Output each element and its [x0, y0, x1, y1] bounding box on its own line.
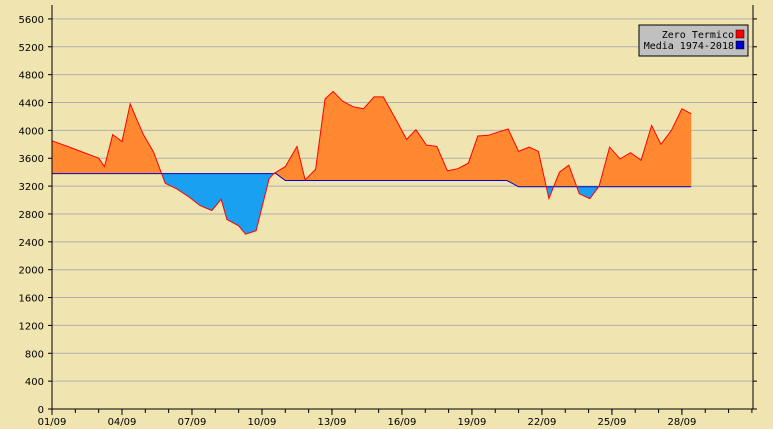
legend-box: [638, 24, 749, 57]
legend: Zero Termico Media 1974-2018: [638, 24, 749, 57]
y-tick-label-800: 800: [25, 349, 44, 360]
area-above-2: [273, 91, 547, 187]
x-tick-label-28: 28/09: [667, 417, 696, 428]
x-tick-label-22: 22/09: [528, 417, 557, 428]
x-tick-label-13: 13/09: [318, 417, 347, 428]
x-tick-label-4: 04/09: [108, 417, 137, 428]
x-tick-label-16: 16/09: [388, 417, 417, 428]
x-tick-label-7: 07/09: [178, 417, 207, 428]
y-tick-label-3600: 3600: [19, 154, 44, 165]
x-tick-label-10: 10/09: [248, 417, 277, 428]
y-tick-label-1200: 1200: [19, 321, 44, 332]
legend-label-zero-termico: Zero Termico: [662, 30, 734, 41]
x-tick-label-19: 19/09: [458, 417, 487, 428]
y-tick-label-3200: 3200: [19, 182, 44, 193]
y-tick-label-4000: 4000: [19, 126, 44, 137]
y-tick-label-0: 0: [38, 405, 44, 416]
x-tick-label-25: 25/09: [598, 417, 627, 428]
area-above-0: [52, 103, 162, 174]
area-below-3: [546, 186, 554, 199]
y-tick-label-4800: 4800: [19, 71, 44, 82]
y-axis-ticks: 0 400 800 1200 1600 2000 2400 2800 3200 3600 4000 4…: [19, 15, 757, 416]
legend-label-media: Media 1974-2018: [644, 41, 734, 52]
area-below-1: [161, 173, 274, 235]
y-tick-label-5600: 5600: [19, 15, 44, 26]
y-tick-label-1600: 1600: [19, 294, 44, 305]
legend-swatch-media: [735, 40, 745, 50]
media-line: [52, 173, 692, 188]
x-axis-ticks: 01/09 04/09 07/09 10/09 13/09 16/09 19/09 22/09…: [38, 409, 753, 428]
y-tick-label-5200: 5200: [19, 43, 44, 54]
y-tick-label-400: 400: [25, 377, 44, 388]
y-tick-label-2800: 2800: [19, 210, 44, 221]
legend-swatch-zero-termico: [735, 29, 745, 39]
series-lines: [51, 90, 692, 235]
y-tick-label-2000: 2000: [19, 266, 44, 277]
grid-lines: [52, 18, 753, 382]
y-tick-label-4400: 4400: [19, 99, 44, 110]
x-tick-label-1: 01/09: [38, 417, 67, 428]
zero-termico-line: [51, 90, 692, 235]
area-below-5: [576, 186, 599, 199]
y-tick-label-2400: 2400: [19, 238, 44, 249]
area-above-4: [553, 165, 577, 187]
